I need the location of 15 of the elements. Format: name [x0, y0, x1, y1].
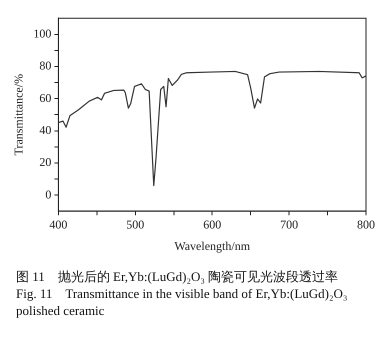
x-tick-label: 400	[49, 218, 68, 232]
x-tick-label: 600	[203, 218, 222, 232]
y-tick-label: 80	[39, 58, 52, 73]
y-tick-label: 60	[39, 90, 52, 105]
y-axis-title: Transmittance/%	[11, 74, 26, 156]
x-tick-label: 700	[280, 218, 298, 232]
y-tick-label: 20	[39, 155, 52, 170]
x-axis-title: Wavelength/nm	[174, 238, 251, 253]
y-tick-label: 0	[45, 187, 52, 202]
caption: Fig. 11 Transmittance in the visible band of Er,Yb:(LuGd)₂O₃ polished ceramic	[16, 285, 348, 319]
x-tick-label: 500	[126, 218, 144, 232]
caption: 图 11 抛光后的 Er,Yb:(LuGd)₂O₃ 陶瓷可见光波段透过率	[16, 268, 340, 285]
x-tick-label: 800	[357, 218, 375, 232]
y-tick-label: 40	[39, 122, 52, 137]
y-tick-label: 100	[33, 26, 52, 40]
